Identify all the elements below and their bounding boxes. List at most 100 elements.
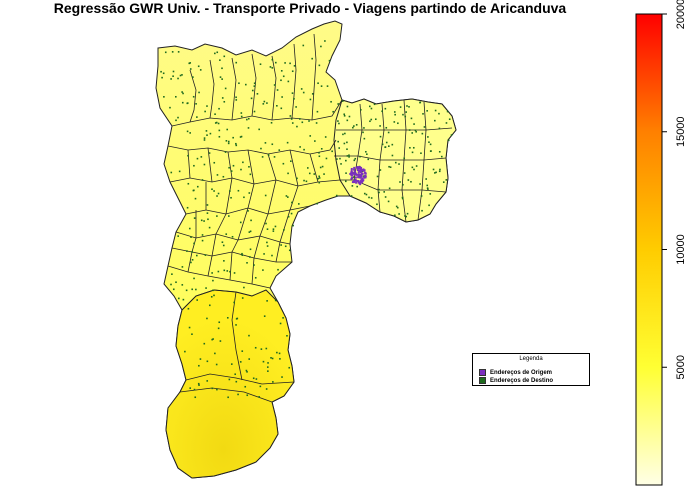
destination-point <box>241 350 244 352</box>
destination-point <box>228 215 230 217</box>
destination-point <box>193 164 195 167</box>
destination-point <box>201 179 204 181</box>
destination-point <box>184 350 186 353</box>
destination-point <box>341 100 344 102</box>
destination-point <box>345 159 347 162</box>
destination-point <box>434 172 436 174</box>
destination-point <box>311 57 313 60</box>
destination-point <box>378 191 380 194</box>
destination-point <box>207 218 209 221</box>
origin-swatch <box>479 369 486 376</box>
origin-point <box>354 179 357 182</box>
destination-point <box>353 125 355 127</box>
destination-point <box>228 166 230 169</box>
destination-point <box>280 107 283 110</box>
destination-point <box>311 93 314 95</box>
destination-point <box>248 334 250 337</box>
legend-title: Legenda <box>519 356 543 362</box>
destination-point <box>385 141 388 144</box>
destination-point <box>410 180 412 183</box>
destination-point <box>235 142 237 145</box>
legend-label-destination: Endereços de Destino <box>490 377 554 384</box>
destination-point <box>195 288 197 291</box>
destination-point <box>384 196 387 198</box>
destination-point <box>388 165 390 168</box>
destination-point <box>266 300 268 302</box>
destination-point <box>205 287 207 289</box>
destination-point <box>201 239 204 242</box>
destination-point <box>175 281 177 284</box>
destination-point <box>224 151 227 153</box>
legend-item-destination: Endereços de Destino <box>479 377 553 384</box>
destination-point <box>309 98 312 101</box>
destination-point <box>211 338 213 341</box>
destination-point <box>273 84 276 86</box>
destination-point <box>222 175 225 178</box>
destination-point <box>254 346 257 349</box>
origin-point <box>361 169 364 172</box>
destination-point <box>296 125 298 128</box>
destination-point <box>193 189 195 192</box>
origin-point <box>358 175 361 178</box>
destination-point <box>263 315 266 317</box>
destination-point <box>241 297 244 299</box>
destination-point <box>219 59 221 61</box>
destination-point <box>204 110 206 113</box>
destination-point <box>189 62 192 64</box>
destination-point <box>192 76 194 78</box>
origin-point <box>363 169 366 172</box>
destination-point <box>408 106 410 108</box>
destination-point <box>429 193 432 195</box>
origin-point <box>354 176 357 179</box>
destination-point <box>272 381 274 383</box>
destination-point <box>313 173 316 175</box>
origin-point <box>359 176 362 179</box>
destination-point <box>352 126 354 129</box>
destination-point <box>384 107 387 110</box>
destination-point <box>363 137 366 140</box>
destination-point <box>265 388 268 390</box>
destination-point <box>287 215 290 218</box>
destination-point <box>227 396 229 399</box>
destination-point <box>171 273 173 275</box>
destination-point <box>249 256 251 258</box>
destination-point <box>196 299 198 301</box>
destination-point <box>244 83 247 86</box>
destination-point <box>435 171 437 174</box>
destination-point <box>314 140 316 142</box>
destination-point <box>246 262 248 264</box>
origin-point <box>357 169 360 172</box>
destination-point <box>203 220 205 222</box>
destination-point <box>185 289 188 292</box>
destination-point <box>208 152 211 154</box>
destination-point <box>399 106 402 108</box>
destination-point <box>214 122 217 124</box>
destination-point <box>199 358 202 360</box>
destination-point <box>426 110 428 112</box>
destination-point <box>211 387 214 390</box>
destination-point <box>404 115 407 118</box>
destination-point <box>237 189 240 192</box>
destination-point <box>181 284 184 286</box>
destination-point <box>318 151 320 154</box>
destination-point <box>248 192 251 194</box>
destination-point <box>331 150 333 153</box>
destination-point <box>337 103 339 105</box>
destination-point <box>197 382 200 385</box>
destination-point <box>291 122 294 124</box>
destination-point <box>373 103 376 106</box>
origin-point <box>351 176 354 179</box>
destination-point <box>253 85 256 87</box>
destination-point <box>394 113 396 116</box>
destination-point <box>256 93 259 95</box>
destination-point <box>339 157 341 160</box>
origin-point <box>360 181 363 184</box>
destination-point <box>284 245 287 248</box>
destination-point <box>309 135 312 137</box>
destination-point <box>215 121 218 124</box>
destination-point <box>221 78 223 80</box>
destination-point <box>391 143 394 146</box>
destination-point <box>442 181 445 183</box>
destination-point <box>262 360 265 363</box>
origin-point <box>359 171 362 174</box>
